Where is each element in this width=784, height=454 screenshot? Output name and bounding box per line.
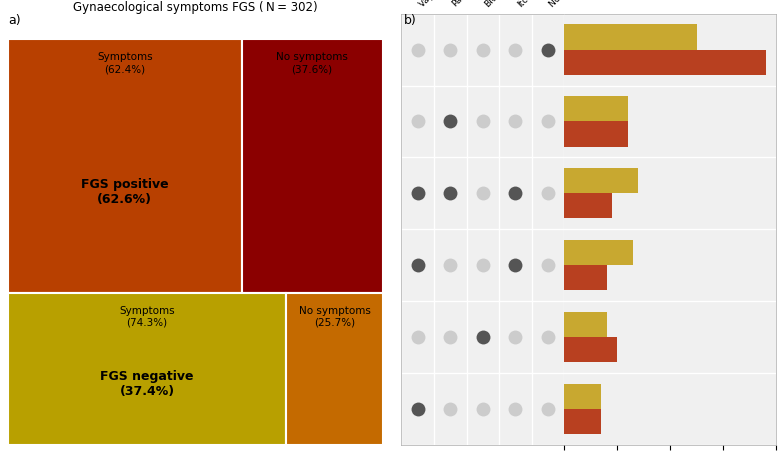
Bar [564,409,601,434]
Bar [564,384,601,409]
Bar [564,240,633,265]
Bar [564,337,617,362]
Text: No symptoms
(37.6%): No symptoms (37.6%) [276,52,348,74]
Text: a): a) [8,14,20,27]
Text: No symptoms
(25.7%): No symptoms (25.7%) [299,306,370,328]
Bar [8,39,241,293]
Bar [286,293,383,445]
Text: Gynaecological symptoms FGS ( N = 302): Gynaecological symptoms FGS ( N = 302) [73,0,318,14]
Bar [564,168,638,193]
Bar [564,121,628,147]
Bar [564,193,612,218]
Text: Symptoms
(62.4%): Symptoms (62.4%) [97,52,153,74]
Bar [564,312,607,337]
Bar [564,265,607,291]
Text: b): b) [404,14,416,27]
Text: Symptoms
(74.3%): Symptoms (74.3%) [119,306,175,328]
Bar [241,39,383,293]
Bar [8,293,286,445]
Bar [564,25,697,49]
Text: FGS negative
(37.4%): FGS negative (37.4%) [100,370,194,398]
Text: FGS positive
(62.6%): FGS positive (62.6%) [81,178,169,206]
Bar [564,49,765,75]
Bar [564,96,628,122]
